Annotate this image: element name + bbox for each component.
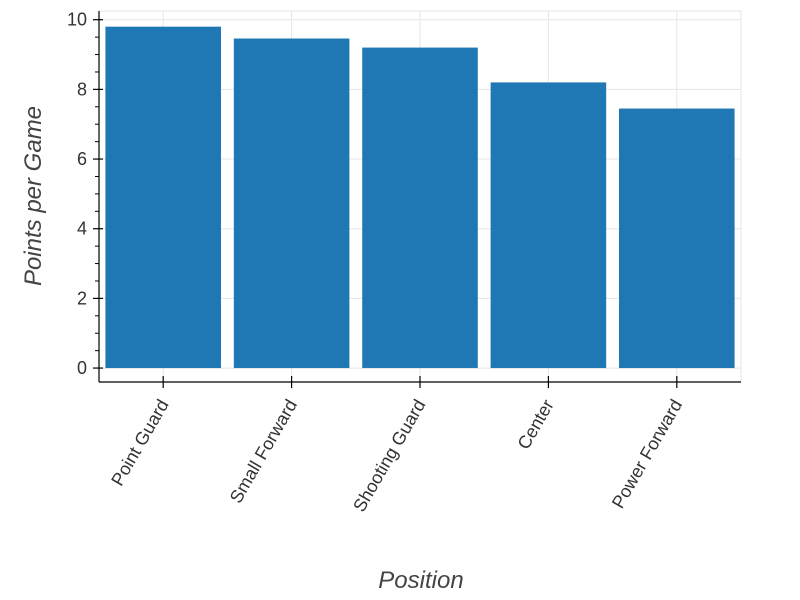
ticks (93, 19, 678, 388)
y-tick-label: 10 (67, 10, 87, 30)
x-axis-title: Position (378, 567, 463, 594)
y-tick-label: 6 (77, 149, 87, 169)
y-tick-label: 2 (77, 288, 87, 308)
bar (362, 47, 478, 369)
y-tick-label: 0 (77, 358, 87, 378)
bar (233, 38, 350, 369)
y-tick-label: 8 (77, 79, 87, 99)
y-axis-title: Points per Game (20, 106, 47, 286)
bar (490, 82, 607, 369)
bars (105, 26, 735, 369)
bar (105, 26, 221, 369)
bar (619, 108, 735, 369)
y-tick-label: 4 (77, 219, 87, 239)
